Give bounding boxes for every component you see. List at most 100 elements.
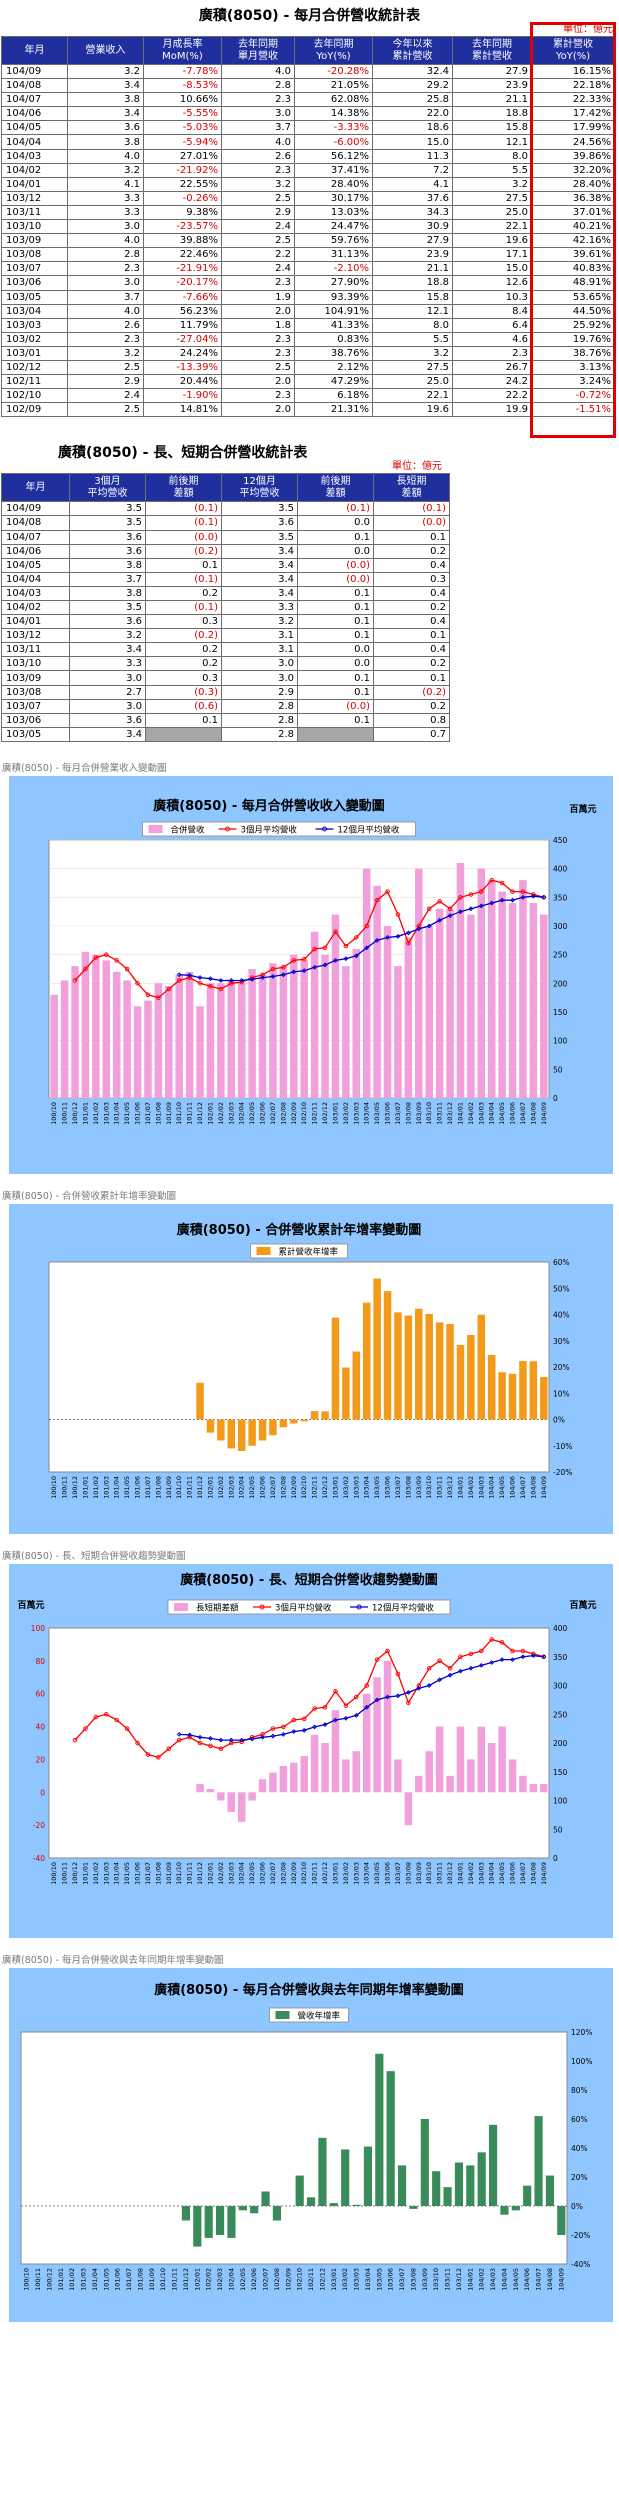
table-cell: 40.83% (531, 261, 615, 277)
x-tick-label: 102/07 (269, 1476, 277, 1499)
x-tick-label: 103/07 (394, 1862, 402, 1885)
revenue-bar (331, 914, 340, 1098)
table-row: 104/09 3.5 (0.1) 3.5 (0.1) (0.1) (1, 501, 450, 517)
long-short-section: 廣積(8050) - 長、短期合併營收統計表 單位：億元 年月 3個月 平均營收 前後… (0, 437, 619, 742)
table-cell: 2.3 (452, 345, 532, 361)
yoy-bar (477, 2152, 486, 2206)
diff-bar (529, 1784, 538, 1793)
table-cell: 104/08 (1, 78, 68, 94)
table-cell: 24.2 (452, 374, 532, 390)
table-cell: 104/05 (1, 120, 68, 136)
x-tick-label: 103/01 (331, 1102, 339, 1125)
x-tick-label: 101/07 (144, 1102, 152, 1125)
ma3-point (281, 1724, 286, 1730)
x-tick-label: 103/11 (436, 1862, 444, 1885)
x-tick-label: 101/12 (196, 1102, 204, 1125)
x-tick-label: 101/03 (102, 1102, 110, 1125)
y-tick-label: 100 (31, 1624, 46, 1633)
chart3-caption: 廣積(8050) - 長、短期合併營收趨勢變動圖 (2, 1550, 186, 1562)
diff-bar (446, 1775, 454, 1793)
ma12-point (385, 1694, 390, 1700)
table-cell: 104/04 (1, 134, 68, 150)
diff-bar (540, 1784, 548, 1793)
x-tick-label: 103/09 (415, 1102, 423, 1125)
ma12-point (478, 1662, 484, 1668)
ma12-point (489, 1660, 495, 1665)
table-cell: 103/05 (1, 726, 70, 742)
table-cell: 3.2 (221, 176, 295, 192)
table-cell: 3.0 (67, 219, 144, 235)
table-cell: 3.6 (69, 543, 146, 559)
x-tick-label: 103/06 (384, 1476, 392, 1499)
table-cell: 2.4 (67, 388, 144, 404)
cum-yoy-bar (394, 1312, 402, 1420)
x-tick-label: 101/03 (102, 1862, 110, 1885)
x-tick-label: 101/06 (134, 1862, 142, 1885)
table-cell: 2.5 (67, 402, 144, 418)
table-cell: (0.1) (145, 571, 222, 587)
legend-swatch (148, 824, 163, 833)
table-cell: 25.0 (452, 204, 532, 221)
x-tick-label: 102/03 (227, 1102, 235, 1125)
ma12-point (197, 1734, 203, 1740)
table2-unit: 單位：億元 (392, 461, 442, 473)
table-cell: 104/02 (1, 162, 68, 178)
ma3-point (395, 1671, 401, 1677)
ma3-point (281, 964, 286, 970)
table1-header-1: 營業收入 (67, 36, 144, 65)
x-tick-label: 101/08 (154, 1476, 162, 1499)
ma12-point (468, 906, 474, 912)
ma3-point (458, 895, 463, 900)
table-cell: 37.01% (531, 204, 615, 221)
table-cell: 2.0 (221, 303, 295, 319)
ma3-point (270, 966, 276, 972)
ma12-point (437, 917, 443, 923)
table-cell: -23.57% (143, 219, 222, 235)
ma12-point (176, 972, 182, 978)
table-cell: 4.0 (67, 148, 144, 164)
cum-yoy-bar (519, 1360, 527, 1420)
y-tick-label: 0% (571, 2202, 583, 2211)
table-cell: 29.2 (372, 78, 453, 94)
table-cell: 3.2 (67, 345, 144, 361)
x-tick-label: 102/03 (216, 2268, 224, 2291)
table-cell: 12.6 (452, 275, 532, 291)
table-row: 104/02 3.2 -21.92% 2.3 37.41% 7.2 5.5 32.20% (1, 162, 615, 178)
table-cell: 2.8 (221, 712, 298, 728)
table-cell: 3.8 (69, 557, 146, 573)
table-cell: (0.1) (297, 501, 374, 517)
ma12-point (416, 1685, 422, 1691)
x-tick-label: 103/04 (364, 2268, 372, 2291)
legend-label: 3個月平均營收 (275, 1602, 332, 1613)
table-cell: 19.76% (531, 331, 615, 347)
cum-yoy-bar (352, 1351, 361, 1420)
table-cell: 12.1 (452, 134, 532, 150)
table-cell: 2.3 (221, 345, 295, 361)
table-cell: 12.1 (372, 303, 453, 319)
table-cell: -7.78% (143, 63, 222, 80)
x-tick-label: 103/11 (436, 1476, 444, 1499)
table-row: 104/04 3.8 -5.94% 4.0 -6.00% 15.0 12.1 24.56% (1, 134, 615, 150)
table-row: 104/06 3.6 (0.2) 3.4 0.0 0.2 (1, 543, 450, 559)
table-row: 104/03 4.0 27.01% 2.6 56.12% 11.3 8.0 39.86% (1, 148, 615, 164)
table-cell: 0.1 (297, 529, 374, 545)
y-tick-label: 20 (35, 1755, 45, 1764)
table-cell: 104/04 (1, 571, 70, 587)
x-tick-label: 103/11 (436, 1102, 444, 1125)
ma3-point (510, 1648, 515, 1654)
ma3-point (270, 1726, 276, 1731)
ma3-point (145, 1752, 151, 1757)
table2-header-3: 12個月 平均營收 (221, 473, 298, 503)
table-cell: 24.47% (294, 219, 373, 235)
table-cell: 0.2 (145, 656, 222, 672)
ma12-point (187, 1732, 193, 1738)
table-row: 104/05 3.8 0.1 3.4 (0.0) 0.4 (1, 557, 450, 573)
revenue-bar (394, 966, 402, 1098)
table1-title: 廣積(8050) - 每月合併營收統計表 (198, 8, 421, 24)
x-tick-label: 102/11 (311, 1102, 319, 1125)
table-cell: -2.10% (294, 261, 373, 277)
ma12-point (260, 975, 265, 980)
table-cell: 2.9 (221, 204, 295, 221)
y-tick-label: 0 (553, 1854, 558, 1863)
x-tick-label: 103/07 (398, 2268, 406, 2291)
